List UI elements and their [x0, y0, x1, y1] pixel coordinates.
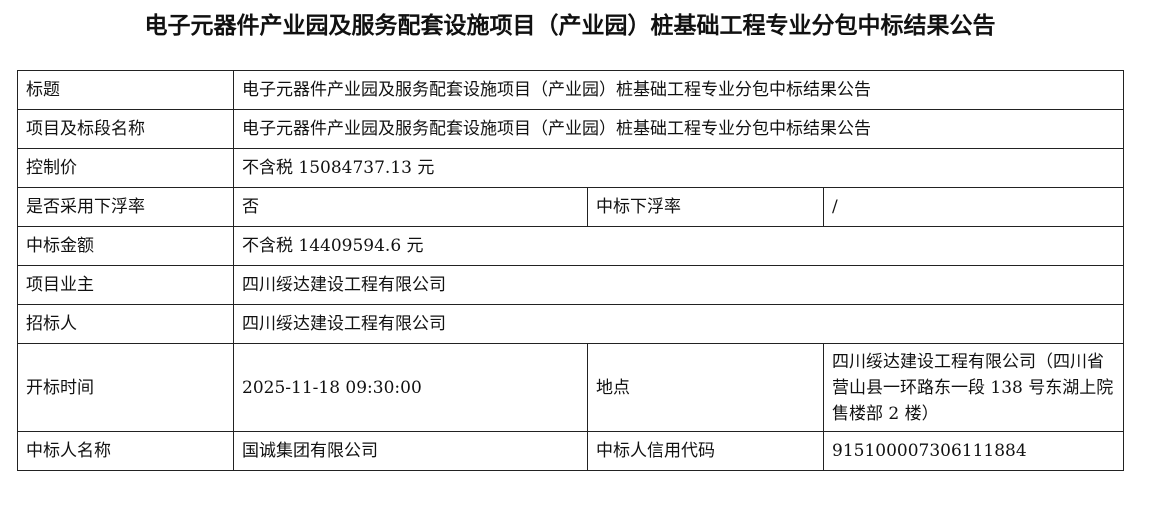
table-row: 中标金额 不含税 14409594.6 元	[17, 226, 1125, 266]
page-title: 电子元器件产业园及服务配套设施项目（产业园）桩基础工程专业分包中标结果公告	[144, 13, 996, 39]
table-row: 招标人 四川绥达建设工程有限公司	[17, 304, 1125, 344]
table-row: 是否采用下浮率 否 中标下浮率 /	[17, 187, 1125, 227]
table-row: 项目业主 四川绥达建设工程有限公司	[17, 265, 1125, 305]
winner-value: 国诚集团有限公司	[233, 431, 588, 471]
table-row: 控制价 不含税 15084737.13 元	[17, 148, 1125, 188]
owner-value: 四川绥达建设工程有限公司	[232, 265, 1125, 305]
credit-code-value: 915100007306111884	[822, 431, 1125, 471]
location-value: 四川绥达建设工程有限公司（四川省营山县一环路东一段 138 号东湖上院售楼部 2…	[822, 343, 1125, 432]
tenderer-label: 招标人	[17, 304, 234, 344]
opening-time-label: 开标时间	[17, 343, 234, 432]
bid-float-rate-value: /	[822, 187, 1125, 227]
float-rate-used-label: 是否采用下浮率	[17, 187, 234, 227]
owner-label: 项目业主	[17, 265, 234, 305]
title-label: 标题	[17, 70, 234, 110]
winner-label: 中标人名称	[17, 431, 234, 471]
float-rate-used-value: 否	[233, 187, 588, 227]
table-row: 项目及标段名称 电子元器件产业园及服务配套设施项目（产业园）桩基础工程专业分包中…	[17, 109, 1125, 149]
title-value: 电子元器件产业园及服务配套设施项目（产业园）桩基础工程专业分包中标结果公告	[232, 70, 1125, 110]
control-price-label: 控制价	[17, 148, 234, 188]
table-row: 中标人名称 国诚集团有限公司 中标人信用代码 91510000730611188…	[17, 431, 1125, 471]
location-label: 地点	[587, 343, 824, 432]
tenderer-value: 四川绥达建设工程有限公司	[232, 304, 1125, 344]
project-value: 电子元器件产业园及服务配套设施项目（产业园）桩基础工程专业分包中标结果公告	[232, 109, 1125, 149]
control-price-value: 不含税 15084737.13 元	[232, 148, 1125, 188]
opening-time-value: 2025-11-18 09:30:00	[233, 343, 588, 432]
project-label: 项目及标段名称	[17, 109, 234, 149]
result-table: 标题 电子元器件产业园及服务配套设施项目（产业园）桩基础工程专业分包中标结果公告…	[17, 70, 1125, 471]
bid-float-rate-label: 中标下浮率	[587, 187, 824, 227]
bid-amount-label: 中标金额	[17, 226, 234, 266]
credit-code-label: 中标人信用代码	[587, 431, 824, 471]
table-row: 标题 电子元器件产业园及服务配套设施项目（产业园）桩基础工程专业分包中标结果公告	[17, 70, 1125, 110]
bid-amount-value: 不含税 14409594.6 元	[232, 226, 1125, 266]
table-row: 开标时间 2025-11-18 09:30:00 地点 四川绥达建设工程有限公司…	[17, 343, 1125, 432]
